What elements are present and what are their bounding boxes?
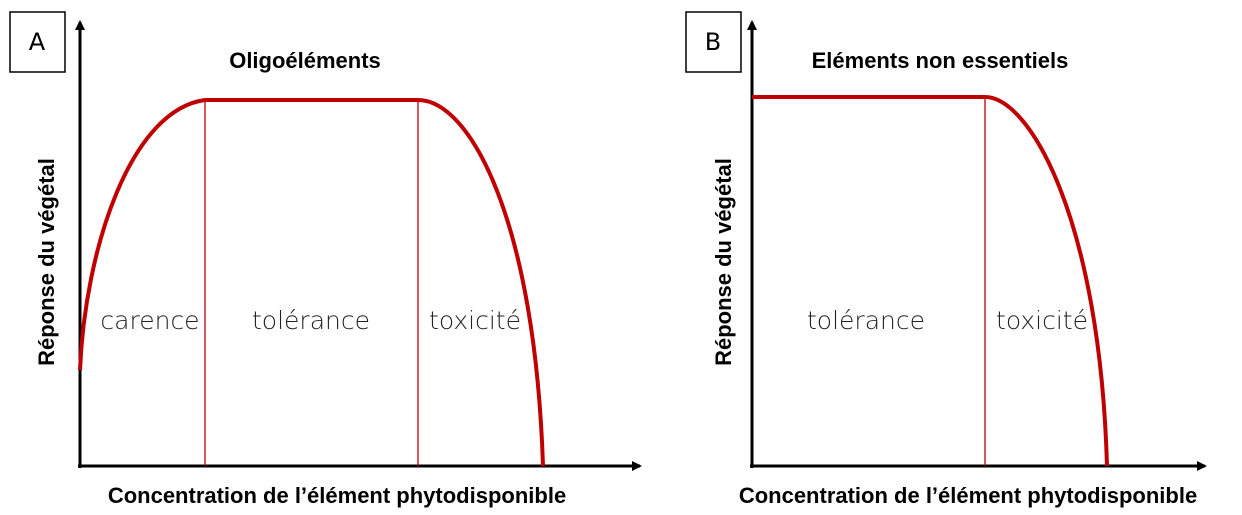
- panel-a: A Oligoéléments carence tolérance toxici…: [9, 11, 642, 508]
- panel-title: Oligoéléments: [229, 48, 381, 73]
- panel-label-box: [9, 11, 66, 73]
- x-axis-label: Concentration de l’élément phytodisponib…: [108, 483, 566, 508]
- zone-label: toxicité: [996, 306, 1088, 335]
- panel-label: B: [705, 28, 721, 56]
- response-curve: [78, 98, 545, 467]
- x-axis-label: Concentration de l’élément phytodisponib…: [739, 483, 1197, 508]
- zone-label: tolérance: [807, 306, 925, 335]
- response-curve: [752, 95, 1109, 467]
- y-axis-label: Réponse du végétal: [34, 158, 59, 366]
- panel-label-box: [685, 11, 742, 73]
- y-axis-label: Réponse du végétal: [711, 158, 736, 366]
- panel-title: Eléments non essentiels: [812, 48, 1069, 73]
- panel-b: B Eléments non essentiels tolérance toxi…: [685, 11, 1207, 508]
- zone-label: tolérance: [252, 306, 370, 335]
- zone-label: carence: [100, 306, 199, 335]
- zone-label: toxicité: [429, 306, 521, 335]
- panel-label: A: [29, 28, 46, 56]
